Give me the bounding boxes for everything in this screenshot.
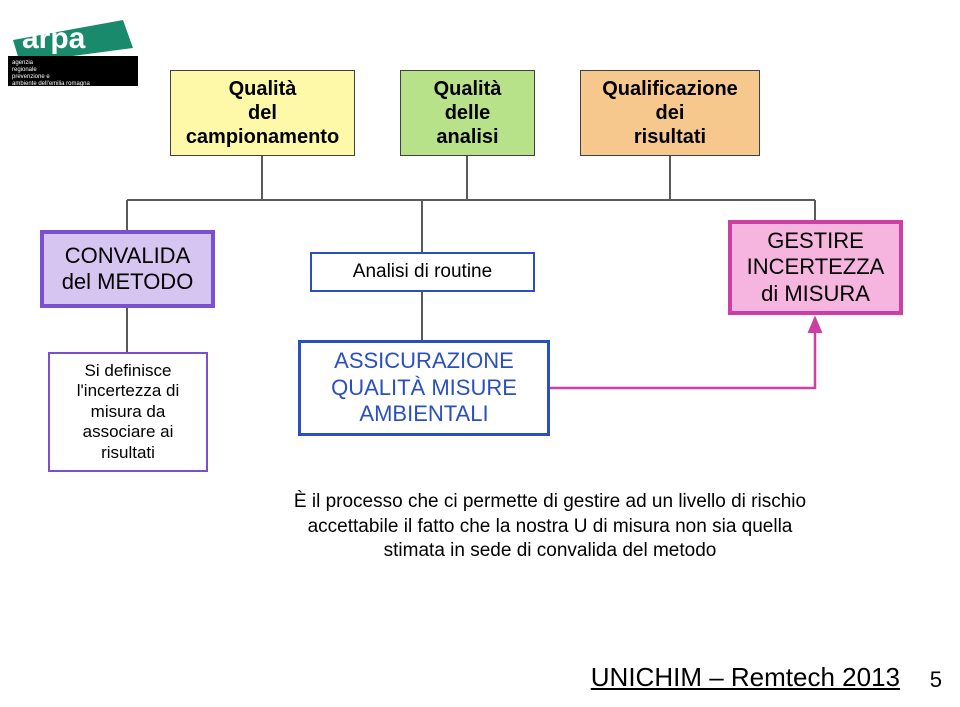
box-analisi-routine: Analisi di routine xyxy=(310,252,535,292)
svg-text:prevenzione e: prevenzione e xyxy=(12,74,50,80)
l: di MISURA xyxy=(747,281,885,307)
l: ASSICURAZIONE xyxy=(331,348,517,374)
box-qualita-campionamento: Qualità del campionamento xyxy=(170,70,355,156)
l: INCERTEZZA xyxy=(747,254,885,280)
svg-text:regionale: regionale xyxy=(12,67,37,73)
box-gestire-incertezza: GESTIRE INCERTEZZA di MISURA xyxy=(728,220,903,315)
l: associare ai xyxy=(77,422,179,442)
l: del METODO xyxy=(62,269,194,295)
l: Qualità xyxy=(186,77,339,101)
l: del xyxy=(186,101,339,125)
l: analisi xyxy=(434,125,502,149)
l: QUALITÀ MISURE xyxy=(331,375,517,401)
logo-wordmark: arpa xyxy=(22,22,86,55)
l: accettabile il fatto che la nostra U di … xyxy=(260,515,840,540)
box-si-definisce: Si definisce l'incertezza di misura da a… xyxy=(48,352,208,472)
l: l'incertezza di xyxy=(77,381,179,401)
box-assicurazione-qualita: ASSICURAZIONE QUALITÀ MISURE AMBIENTALI xyxy=(298,340,550,436)
l: AMBIENTALI xyxy=(331,401,517,427)
l: stimata in sede di convalida del metodo xyxy=(260,539,840,564)
l: risultati xyxy=(602,125,738,149)
svg-text:agenzia: agenzia xyxy=(12,60,34,66)
page-number: 5 xyxy=(930,667,942,693)
footer-text: UNICHIM – Remtech 2013 xyxy=(591,662,900,693)
l: Qualificazione xyxy=(602,77,738,101)
l: risultati xyxy=(77,443,179,463)
box-qualita-analisi: Qualità delle analisi xyxy=(400,70,535,156)
l: Analisi di routine xyxy=(353,261,492,284)
box-convalida-metodo: CONVALIDA del METODO xyxy=(40,230,215,308)
l: campionamento xyxy=(186,125,339,149)
svg-text:ambiente dell'emilia romagna: ambiente dell'emilia romagna xyxy=(12,81,91,86)
l: dei xyxy=(602,101,738,125)
caption-text: È il processo che ci permette di gestire… xyxy=(260,490,840,564)
l: Si definisce xyxy=(77,361,179,381)
l: Qualità xyxy=(434,77,502,101)
box-qualificazione-risultati: Qualificazione dei risultati xyxy=(580,70,760,156)
l: delle xyxy=(434,101,502,125)
l: misura da xyxy=(77,402,179,422)
l: CONVALIDA xyxy=(62,243,194,269)
l: GESTIRE xyxy=(747,228,885,254)
arpa-logo: arpa agenzia regionale prevenzione e amb… xyxy=(8,8,138,86)
l: È il processo che ci permette di gestire… xyxy=(260,490,840,515)
